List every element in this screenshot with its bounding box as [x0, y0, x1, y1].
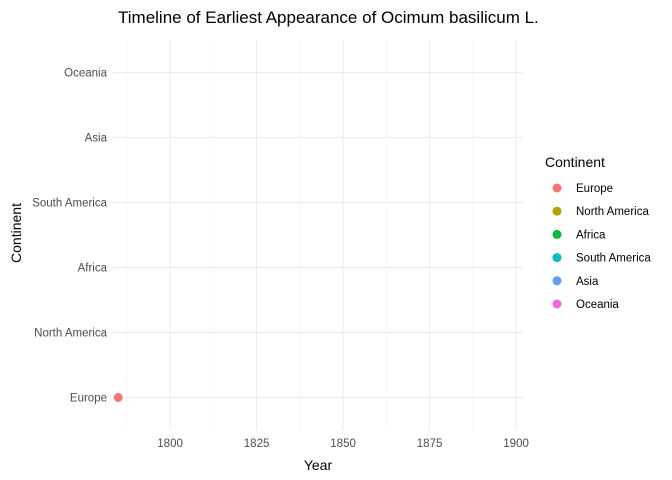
legend-label: North America — [576, 206, 649, 218]
legend-title: Continent — [545, 154, 605, 170]
y-tick-label: Africa — [78, 263, 108, 275]
legend-key — [552, 299, 562, 309]
x-tick-label: 1850 — [330, 438, 356, 450]
y-tick-label: Asia — [85, 133, 108, 145]
legend-label: Africa — [576, 229, 606, 241]
x-axis-tick-labels: 1800 1825 1850 1875 1900 — [157, 438, 529, 450]
y-tick-label: North America — [34, 328, 107, 340]
data-points — [113, 393, 123, 402]
x-tick-label: 1900 — [503, 438, 529, 450]
y-tick-label: South America — [32, 198, 107, 210]
y-tick-label: Oceania — [64, 68, 107, 80]
y-axis-title: Continent — [8, 203, 24, 263]
legend-label: Oceania — [576, 299, 619, 311]
legend-key — [552, 229, 562, 239]
legend-key — [552, 206, 562, 216]
x-tick-label: 1825 — [244, 438, 270, 450]
legend: Continent Europe North America Africa South… — [545, 154, 651, 311]
y-tick-label: Europe — [70, 393, 107, 405]
x-tick-label: 1875 — [417, 438, 443, 450]
legend-label: Asia — [576, 276, 599, 288]
data-point — [113, 393, 123, 402]
plot-grid — [113, 40, 523, 430]
legend-key — [552, 253, 562, 263]
x-axis-title: Year — [304, 457, 333, 473]
legend-label: South America — [576, 253, 651, 265]
x-tick-label: 1800 — [157, 438, 183, 450]
legend-label: Europe — [576, 183, 613, 195]
y-axis-tick-labels: Europe North America Africa South America As… — [32, 68, 107, 405]
legend-key — [552, 276, 562, 286]
chart-title: Timeline of Earliest Appearance of Ocimu… — [118, 8, 539, 27]
legend-key — [552, 183, 562, 193]
